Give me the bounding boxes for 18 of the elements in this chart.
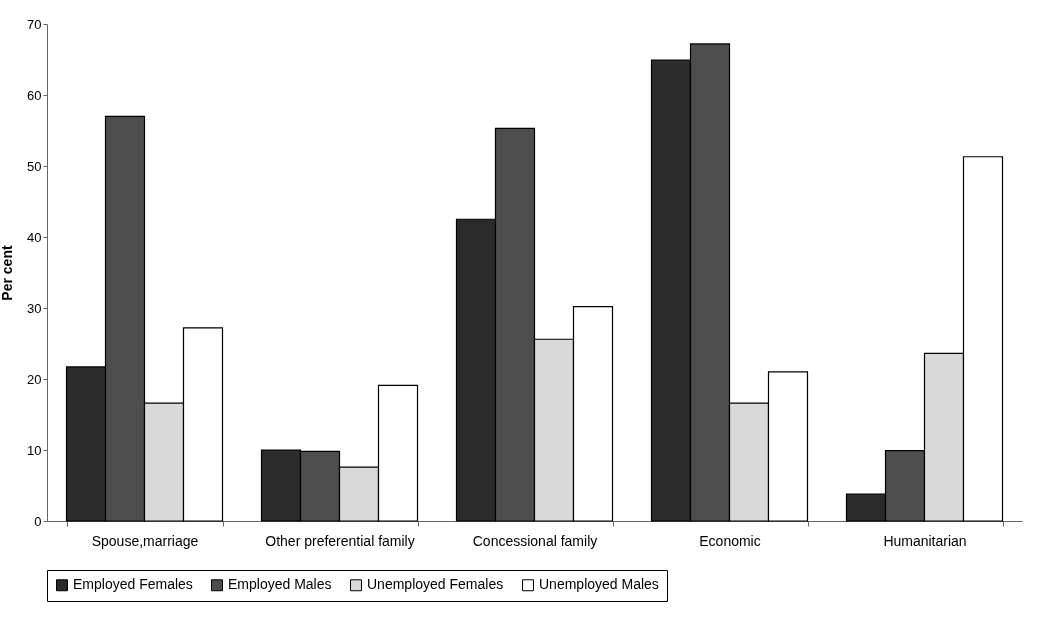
legend-label: Employed Females (73, 576, 193, 593)
y-axis-title: Per cent (0, 245, 16, 301)
y-tick-label: 0 (34, 513, 42, 529)
legend-label: Unemployed Females (367, 576, 504, 593)
x-tick-label: Other preferential family (265, 532, 415, 549)
y-tick-label: 60 (27, 87, 42, 103)
y-tick-label: 20 (27, 371, 42, 387)
y-tick-label: 10 (27, 442, 42, 458)
y-tick-label: 30 (27, 300, 42, 316)
y-tick-label: 40 (27, 229, 42, 245)
legend-label: Employed Males (228, 576, 332, 593)
x-tick-label: Economic (699, 532, 761, 549)
x-tick-label: Spouse,marriage (91, 532, 199, 549)
y-tick-label: 70 (27, 16, 42, 32)
x-tick-label: Humanitarian (883, 532, 967, 549)
y-tick-label: 50 (27, 158, 42, 174)
x-tick-label: Concessional family (472, 532, 598, 549)
legend-label: Unemployed Males (539, 576, 659, 593)
